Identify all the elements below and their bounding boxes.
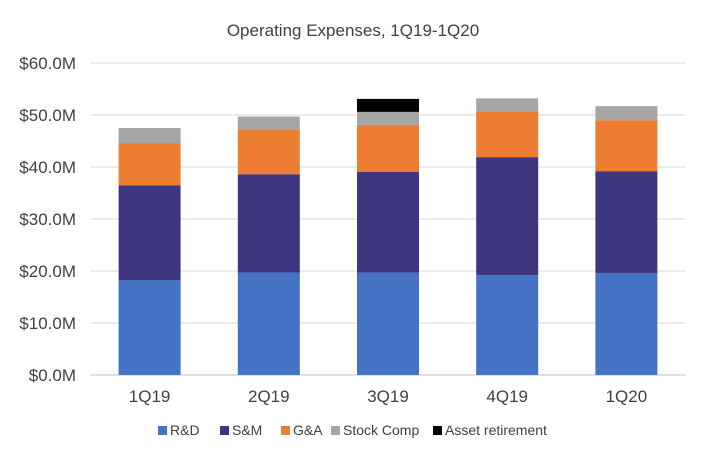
bar-1q19-stock-comp	[118, 128, 181, 144]
bar-1q20-stock-comp	[595, 106, 658, 121]
y-tick-label: $40.0M	[19, 158, 76, 177]
y-axis-ticks: $0.0M $10.0M $20.0M $30.0M $40.0M $50.0M $60.0…	[19, 54, 76, 385]
bar-3q19-stock-comp	[357, 111, 419, 125]
x-tick-label: 1Q20	[606, 387, 648, 406]
y-tick-label: $50.0M	[19, 106, 76, 125]
legend-label: G&A	[293, 422, 323, 438]
x-tick-label: 2Q19	[248, 387, 290, 406]
bar-3q19-asset-retirement	[357, 98, 419, 112]
legend-label: R&D	[170, 422, 200, 438]
legend-swatch-stock-comp	[331, 426, 340, 435]
bar-4q19-g-a	[476, 111, 539, 158]
y-tick-label: $10.0M	[19, 314, 76, 333]
bar-4q19-s-m	[476, 157, 539, 276]
x-tick-label: 4Q19	[486, 387, 528, 406]
bar-1q20-g-a	[595, 120, 658, 172]
bar-2q19-r-d	[237, 272, 300, 375]
bar-4q19-r-d	[476, 275, 539, 375]
bar-3q19-r-d	[357, 272, 419, 375]
bar-3q19-g-a	[357, 124, 419, 172]
bar-2q19-g-a	[237, 129, 300, 175]
legend: R&D S&M G&A Stock Comp Asset retirement	[158, 422, 547, 438]
y-tick-label: $30.0M	[19, 210, 76, 229]
legend-label: S&M	[232, 422, 262, 438]
bar-1q19-r-d	[118, 280, 181, 375]
legend-label: Stock Comp	[343, 422, 419, 438]
legend-swatch-g-a	[281, 426, 290, 435]
bars	[118, 98, 658, 375]
x-tick-label: 1Q19	[129, 387, 171, 406]
bar-2q19-stock-comp	[237, 116, 300, 130]
chart-title: Operating Expenses, 1Q19-1Q20	[227, 21, 479, 40]
legend-label: Asset retirement	[445, 422, 547, 438]
x-tick-label: 3Q19	[367, 387, 409, 406]
legend-swatch-asset-retirement	[433, 426, 442, 435]
bar-2q19-s-m	[237, 174, 300, 273]
y-tick-label: $20.0M	[19, 262, 76, 281]
y-tick-label: $0.0M	[29, 366, 76, 385]
x-axis-ticks: 1Q19 2Q19 3Q19 4Q19 1Q20	[129, 387, 647, 406]
legend-swatch-r-d	[158, 426, 167, 435]
bar-1q20-r-d	[595, 273, 658, 375]
bar-1q20-s-m	[595, 171, 658, 274]
legend-swatch-s-m	[220, 426, 229, 435]
bar-1q19-g-a	[118, 143, 181, 186]
bar-1q19-s-m	[118, 185, 181, 281]
bar-3q19-s-m	[357, 171, 419, 273]
y-tick-label: $60.0M	[19, 54, 76, 73]
bar-4q19-stock-comp	[476, 98, 539, 112]
